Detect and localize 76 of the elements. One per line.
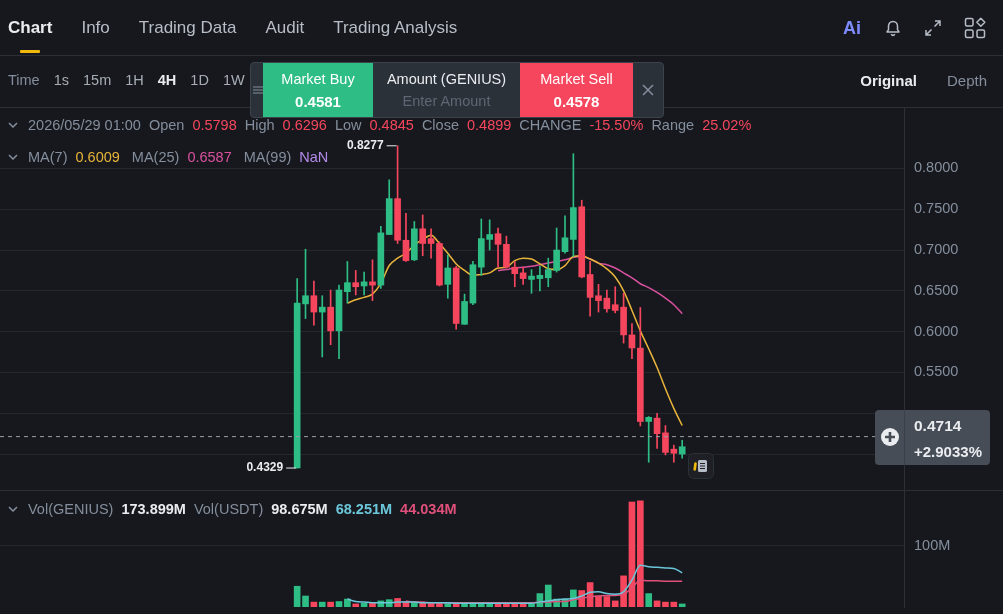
annotation: 0.4899 [466, 117, 512, 133]
sell-button: Market Sell 0.4578 [520, 63, 633, 117]
annotation: Open [148, 117, 185, 133]
annotation: 0.6296 [282, 117, 327, 133]
amount-field: Amount (GENIUS) Enter Amount [373, 63, 520, 117]
annotation: 2026/05/29 01:00 [28, 117, 141, 133]
text: Trading Analysis [333, 18, 458, 38]
annotation: 68.251M [335, 501, 393, 517]
annotation: 98.675M [271, 501, 328, 517]
annotation: 173.899M [121, 501, 186, 517]
bar [595, 595, 602, 607]
ref-line-label: 0.4714 [914, 416, 963, 435]
bar [444, 603, 452, 607]
y-tick-label: 0.5500 [914, 363, 959, 380]
bar [327, 601, 334, 607]
y-tick-label: 0.7000 [914, 241, 959, 258]
annotation: MA(99) [243, 149, 292, 165]
annotation: CHANGE [519, 117, 582, 133]
annotation: 0.6009 [75, 149, 120, 165]
text: 4H [157, 72, 177, 88]
bar [302, 595, 309, 607]
buy-button: Market Buy 0.4581 [263, 63, 373, 117]
annotation: 0.4329 [246, 460, 284, 475]
bar [335, 601, 343, 607]
bar [344, 598, 351, 607]
y-tick-label: 0.6000 [914, 322, 959, 339]
bar [678, 603, 686, 607]
annotation: Vol(USDT) [193, 501, 264, 517]
annotation: 44.034M [400, 501, 457, 517]
candlestick [645, 416, 653, 463]
text: 1H [125, 72, 144, 88]
annotation: MA(25) [131, 149, 180, 165]
text: Ai [843, 18, 861, 39]
text: Audit [265, 18, 305, 38]
candlestick [352, 270, 360, 296]
annotation: 0.4845 [369, 117, 414, 133]
annotation: 0.6587 [187, 149, 232, 165]
annotation: 0.4581 [295, 92, 341, 110]
bar [528, 603, 535, 607]
price-tag: 0.4714 +2.9033% [875, 409, 990, 465]
text: 15m [83, 72, 112, 88]
annotation: -15.50% [589, 117, 644, 133]
y-tick-label: 100M [914, 536, 951, 553]
annotation: NaN [299, 149, 329, 165]
text: Original [860, 71, 917, 89]
text: 1D [190, 72, 209, 88]
text: 1W [222, 72, 245, 88]
text: Time [8, 72, 40, 88]
annotation: 25.02% [702, 117, 752, 133]
bar [293, 585, 301, 607]
y-tick-label: 0.7500 [914, 200, 959, 217]
annotation: MA(7) [28, 149, 68, 165]
candlestick [318, 295, 326, 358]
candlestick [536, 266, 544, 292]
bar [352, 603, 360, 607]
annotation: 0.8277 [346, 138, 384, 153]
candlestick [427, 228, 435, 259]
bar [645, 593, 653, 607]
bar [318, 601, 326, 607]
annotation: Range [651, 117, 695, 133]
annotation: Low [334, 117, 362, 133]
bar [637, 500, 644, 607]
bar [603, 596, 611, 607]
text: Depth [946, 71, 987, 89]
text: Info [81, 18, 110, 38]
y-tick-label: 0.8000 [914, 159, 959, 176]
y-tick-label: 0.6500 [914, 281, 959, 298]
annotation: High [244, 117, 275, 133]
text: Chart [8, 18, 53, 38]
annotation: Close [421, 117, 459, 133]
bar [369, 603, 376, 607]
annotation: 0.5798 [192, 117, 237, 133]
annotation: 0.4578 [553, 92, 600, 110]
text: 1s [53, 72, 70, 88]
text: Trading Data [138, 18, 237, 38]
annotation: Vol(GENIUS) [28, 501, 114, 517]
